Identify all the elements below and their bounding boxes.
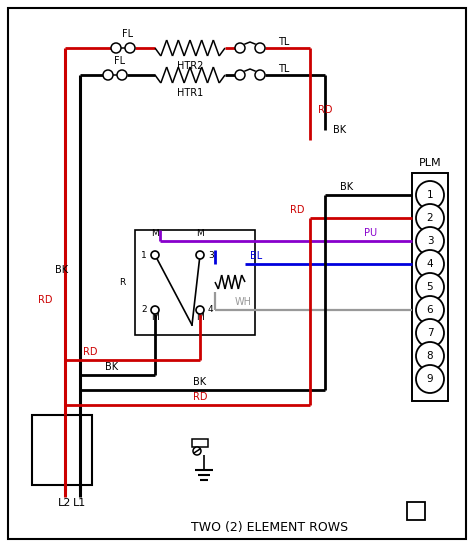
Text: BL: BL xyxy=(250,251,262,261)
Text: M: M xyxy=(151,313,159,323)
Circle shape xyxy=(255,43,265,53)
Text: M: M xyxy=(196,313,204,323)
Circle shape xyxy=(416,181,444,209)
Text: 1: 1 xyxy=(427,190,433,200)
Text: RD: RD xyxy=(193,392,207,402)
Bar xyxy=(412,173,448,401)
Circle shape xyxy=(416,296,444,324)
Text: RD: RD xyxy=(38,295,53,305)
Text: TWO (2) ELEMENT ROWS: TWO (2) ELEMENT ROWS xyxy=(191,521,348,533)
Text: TL: TL xyxy=(278,37,289,47)
Text: 4: 4 xyxy=(427,259,433,269)
Text: FL: FL xyxy=(122,29,134,39)
Text: FL: FL xyxy=(114,56,126,66)
Circle shape xyxy=(235,70,245,80)
Text: BK: BK xyxy=(55,265,68,275)
Text: 9: 9 xyxy=(427,374,433,384)
Text: 8: 8 xyxy=(427,351,433,361)
Circle shape xyxy=(103,70,113,80)
Bar xyxy=(32,415,92,485)
Circle shape xyxy=(196,306,204,314)
Circle shape xyxy=(125,43,135,53)
Text: L1: L1 xyxy=(73,498,87,508)
Text: M: M xyxy=(196,230,204,238)
Circle shape xyxy=(416,319,444,347)
Circle shape xyxy=(416,273,444,301)
Text: TL: TL xyxy=(278,64,289,74)
Circle shape xyxy=(196,251,204,259)
Circle shape xyxy=(193,447,201,455)
Text: 2: 2 xyxy=(141,306,147,315)
Text: HTR1: HTR1 xyxy=(177,88,203,98)
Text: 6: 6 xyxy=(427,305,433,315)
Circle shape xyxy=(255,70,265,80)
Text: BK: BK xyxy=(333,125,346,135)
Text: RD: RD xyxy=(290,205,304,215)
Text: M: M xyxy=(151,230,159,238)
Text: R: R xyxy=(119,278,125,287)
Text: HTR2: HTR2 xyxy=(177,61,203,71)
Text: 1: 1 xyxy=(141,251,147,259)
Text: 4: 4 xyxy=(208,306,214,315)
Circle shape xyxy=(416,342,444,370)
Circle shape xyxy=(151,251,159,259)
Circle shape xyxy=(416,365,444,393)
Text: 2: 2 xyxy=(427,213,433,223)
Circle shape xyxy=(416,204,444,232)
Text: BK: BK xyxy=(105,362,118,372)
Text: L2: L2 xyxy=(58,498,72,508)
Circle shape xyxy=(111,43,121,53)
Text: 3: 3 xyxy=(427,236,433,246)
Text: BK: BK xyxy=(340,182,353,192)
Text: BK: BK xyxy=(193,377,207,387)
Text: WH: WH xyxy=(235,297,252,307)
Text: 5: 5 xyxy=(427,282,433,292)
Text: 7: 7 xyxy=(427,328,433,338)
Circle shape xyxy=(416,250,444,278)
Text: PU: PU xyxy=(364,228,377,238)
Text: RD: RD xyxy=(318,105,332,115)
Circle shape xyxy=(151,306,159,314)
Text: PLM: PLM xyxy=(419,158,441,168)
Circle shape xyxy=(416,227,444,255)
Text: 3: 3 xyxy=(208,251,214,259)
Bar xyxy=(192,439,208,447)
Circle shape xyxy=(117,70,127,80)
Text: RD: RD xyxy=(83,347,98,357)
Bar xyxy=(407,502,425,520)
Bar xyxy=(135,230,255,335)
Circle shape xyxy=(235,43,245,53)
